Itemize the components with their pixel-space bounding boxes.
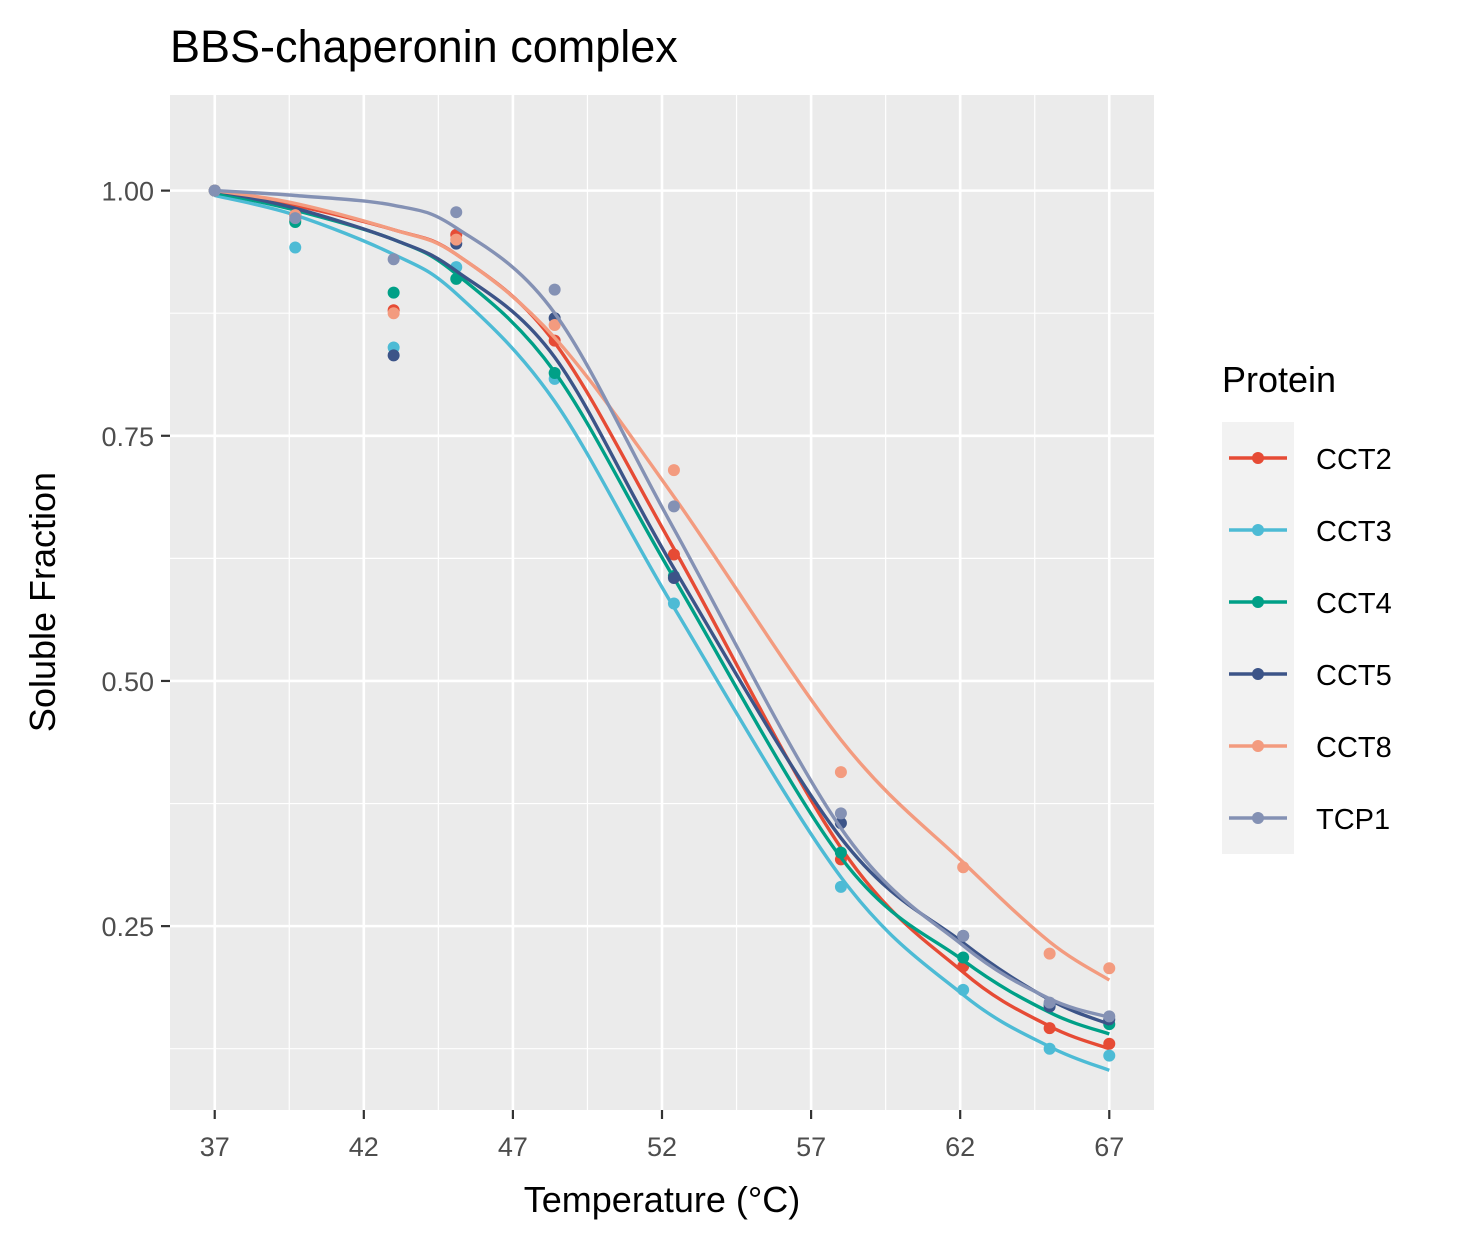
y-axis-title: Soluble Fraction xyxy=(22,472,63,732)
legend-item-tcp1: TCP1 xyxy=(1229,804,1390,836)
data-point-cct3 xyxy=(289,241,302,254)
data-point-cct8 xyxy=(667,464,680,477)
data-point-cct8 xyxy=(834,766,847,779)
legend-item-cct8: CCT8 xyxy=(1229,732,1392,764)
data-point-cct3 xyxy=(957,983,970,996)
x-tick-label: 57 xyxy=(796,1132,826,1162)
data-point-cct8 xyxy=(1043,947,1056,960)
data-point-tcp1 xyxy=(289,212,302,225)
data-point-cct5 xyxy=(667,571,680,584)
y-tick-label: 0.50 xyxy=(101,667,154,697)
data-point-cct4 xyxy=(957,951,970,964)
legend-label: CCT8 xyxy=(1316,732,1392,764)
data-point-cct2 xyxy=(1043,1022,1056,1035)
legend-label: TCP1 xyxy=(1316,804,1390,836)
data-point-cct4 xyxy=(387,286,400,299)
fit-line-cct8 xyxy=(214,188,1111,982)
y-tick-label: 0.25 xyxy=(101,912,154,942)
data-point-tcp1 xyxy=(450,206,463,219)
data-point-cct4 xyxy=(548,367,561,380)
x-tick-label: 62 xyxy=(945,1132,975,1162)
data-point-cct2 xyxy=(667,548,680,561)
data-point-cct3 xyxy=(667,597,680,610)
fit-line-cct3 xyxy=(214,193,1110,1072)
x-tick-label: 52 xyxy=(647,1132,677,1162)
x-tick-label: 37 xyxy=(200,1132,230,1162)
legend-items: CCT2 CCT3 CCT4 CCT5 CCT8 TCP1 xyxy=(1229,444,1392,836)
data-point-cct3 xyxy=(1103,1049,1116,1062)
legend-label: CCT5 xyxy=(1316,660,1392,692)
data-point-cct8 xyxy=(957,861,970,874)
legend-keys-background xyxy=(1222,422,1294,854)
fit-line-cct5 xyxy=(214,188,1110,1026)
data-point-cct8 xyxy=(548,318,561,331)
data-point-cct4 xyxy=(834,846,847,859)
series-tcp1 xyxy=(208,184,1116,1023)
y-tick-label: 0.75 xyxy=(101,422,154,452)
data-point-tcp1 xyxy=(1043,996,1056,1009)
y-tick-label: 1.00 xyxy=(101,177,154,207)
data-point-cct4 xyxy=(450,272,463,285)
data-point-cct2 xyxy=(1103,1037,1116,1050)
data-point-tcp1 xyxy=(667,500,680,513)
x-tick-label: 67 xyxy=(1094,1132,1124,1162)
legend-key-point xyxy=(1252,812,1264,824)
legend-key-point xyxy=(1252,668,1264,680)
data-point-cct2 xyxy=(548,334,561,347)
y-axis: 0.25 0.50 0.75 1.00 xyxy=(101,177,170,942)
fit-line-tcp1 xyxy=(214,188,1110,1019)
data-point-tcp1 xyxy=(208,184,221,197)
data-point-cct8 xyxy=(1103,962,1116,975)
major-gridlines xyxy=(170,95,1154,1110)
data-point-tcp1 xyxy=(548,283,561,296)
legend-item-cct5: CCT5 xyxy=(1229,660,1392,692)
data-point-cct5 xyxy=(387,349,400,362)
chart-title: BBS-chaperonin complex xyxy=(170,21,678,72)
data-point-cct3 xyxy=(834,880,847,893)
legend-item-cct3: CCT3 xyxy=(1229,516,1392,548)
data-point-tcp1 xyxy=(834,807,847,820)
data-point-cct8 xyxy=(387,307,400,320)
series-layer xyxy=(208,184,1116,1072)
x-axis-title: Temperature (°C) xyxy=(524,1179,800,1220)
x-tick-label: 42 xyxy=(349,1132,379,1162)
legend-item-cct2: CCT2 xyxy=(1229,444,1392,476)
data-point-cct3 xyxy=(1043,1042,1056,1055)
data-point-tcp1 xyxy=(1103,1010,1116,1023)
legend-label: CCT3 xyxy=(1316,516,1392,548)
series-cct8 xyxy=(208,184,1116,982)
legend-label: CCT2 xyxy=(1316,444,1392,476)
data-point-tcp1 xyxy=(387,253,400,266)
legend-item-cct4: CCT4 xyxy=(1229,588,1392,620)
legend-title: Protein xyxy=(1222,359,1336,400)
legend-label: CCT4 xyxy=(1316,588,1392,620)
x-axis: 37 42 47 52 57 62 67 xyxy=(200,1110,1124,1162)
x-tick-label: 47 xyxy=(498,1132,528,1162)
legend: Protein CCT2 CCT3 CCT4 CCT5 CCT8 TCP1 xyxy=(1222,359,1392,854)
legend-key-point xyxy=(1252,596,1264,608)
legend-key-point xyxy=(1252,452,1264,464)
data-point-cct8 xyxy=(450,233,463,246)
legend-key-point xyxy=(1252,740,1264,752)
legend-key-point xyxy=(1252,524,1264,536)
data-point-tcp1 xyxy=(957,929,970,942)
